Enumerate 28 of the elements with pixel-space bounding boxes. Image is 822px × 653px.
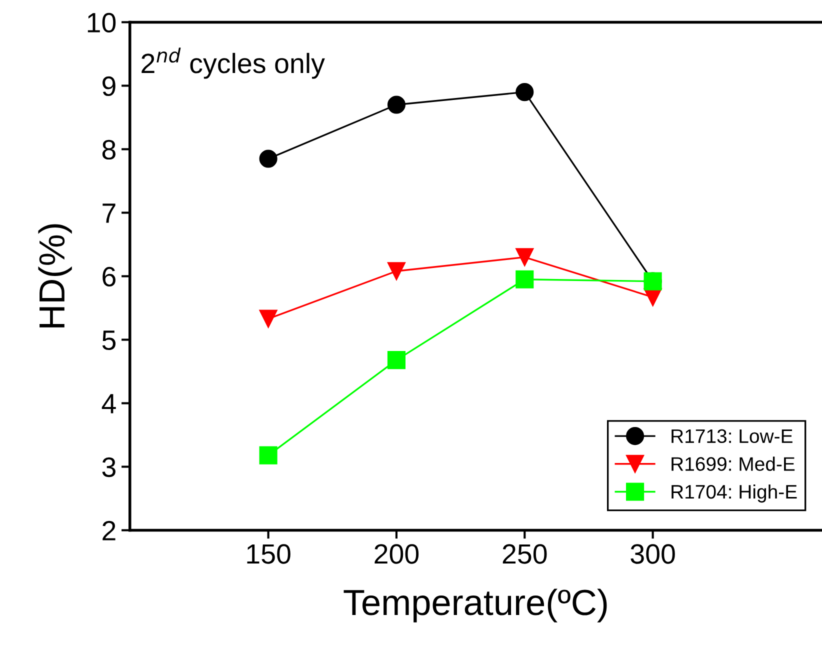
point xyxy=(387,96,406,114)
legend-label: R1704: High-E xyxy=(672,484,797,503)
point xyxy=(387,351,406,370)
y-tick-label: 5 xyxy=(102,330,116,350)
point xyxy=(516,248,534,266)
x-tick-label: 300 xyxy=(630,544,675,564)
y-tick-label: 3 xyxy=(102,457,116,478)
x-axis-title: Temperature(ºC) xyxy=(344,588,607,622)
point xyxy=(516,83,534,102)
y-tick-label: 7 xyxy=(102,204,116,223)
y-axis-title: HD(%) xyxy=(38,224,72,328)
legend-label: R1699: Med-E xyxy=(672,456,795,471)
point xyxy=(259,310,278,328)
point xyxy=(387,262,406,280)
annotation: 2$^{nd}$ cycles only xyxy=(142,48,325,79)
y-tick-label: 6 xyxy=(102,266,116,287)
x-tick-label: 200 xyxy=(374,544,419,564)
y-tick-label: 2 xyxy=(102,520,116,540)
y-tick-label: 4 xyxy=(102,394,116,414)
y-tick-label: 8 xyxy=(102,140,116,160)
point xyxy=(259,150,278,168)
x-tick-label: 250 xyxy=(502,544,547,564)
legend-label: R1713: Low-E xyxy=(672,429,792,444)
x-tick-label: 150 xyxy=(247,544,290,564)
y-tick-label: 9 xyxy=(102,76,116,96)
y-tick-label: 10 xyxy=(88,12,116,33)
point xyxy=(516,270,534,288)
point xyxy=(259,446,278,464)
